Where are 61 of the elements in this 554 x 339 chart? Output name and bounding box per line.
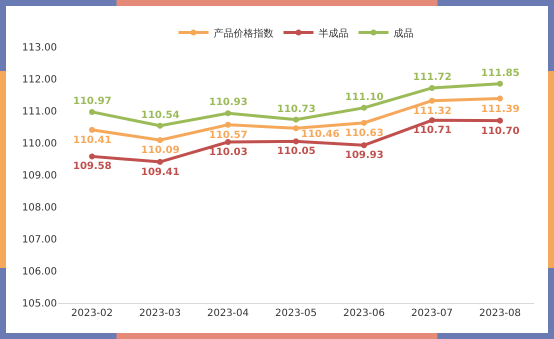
data-label: 109.58 <box>73 161 112 172</box>
point <box>225 110 231 116</box>
data-label: 111.72 <box>413 72 452 83</box>
data-label: 111.10 <box>345 92 384 103</box>
data-label: 110.03 <box>209 147 248 158</box>
y-tick-label: 112.00 <box>22 74 57 86</box>
point <box>89 153 95 160</box>
data-label: 110.73 <box>277 104 316 115</box>
point <box>429 98 435 104</box>
point <box>361 104 367 111</box>
x-tick-label: 2023-02 <box>71 308 113 319</box>
point <box>157 122 163 129</box>
point <box>361 120 367 126</box>
data-label: 111.32 <box>413 106 452 117</box>
point <box>157 158 163 165</box>
point <box>225 139 231 146</box>
data-label: 111.85 <box>481 68 520 79</box>
data-label: 110.46 <box>301 129 340 140</box>
data-label: 109.93 <box>345 150 384 161</box>
y-tick-label: 113.00 <box>22 42 57 54</box>
point <box>89 108 95 115</box>
point <box>293 138 299 144</box>
legend-label: 产品价格指数 <box>214 27 274 40</box>
data-label: 110.57 <box>209 130 248 141</box>
data-label: 110.63 <box>345 128 384 139</box>
point <box>429 117 435 124</box>
point <box>293 125 299 132</box>
point <box>497 80 503 87</box>
data-label: 110.09 <box>141 145 180 156</box>
y-tick-label: 109.00 <box>22 170 57 182</box>
x-tick-label: 2023-06 <box>343 308 385 319</box>
data-label: 110.54 <box>141 110 180 121</box>
data-label: 110.70 <box>481 126 520 137</box>
y-tick-label: 105.00 <box>22 298 57 310</box>
data-label: 111.39 <box>481 104 520 115</box>
y-tick-label: 106.00 <box>22 266 57 278</box>
data-label: 110.71 <box>413 125 452 136</box>
x-tick-label: 2023-03 <box>139 308 181 319</box>
point <box>361 142 367 148</box>
point <box>89 126 95 133</box>
y-tick-label: 108.00 <box>22 202 57 214</box>
x-tick-label: 2023-04 <box>207 308 249 319</box>
y-tick-label: 111.00 <box>22 106 57 118</box>
x-tick-label: 2023-05 <box>275 308 317 319</box>
point <box>497 96 503 102</box>
y-tick-label: 107.00 <box>22 234 57 246</box>
data-label: 110.97 <box>73 96 112 107</box>
data-label: 110.41 <box>73 135 112 146</box>
x-tick-label: 2023-08 <box>479 308 521 319</box>
data-label: 110.93 <box>209 97 248 108</box>
point <box>225 122 231 128</box>
x-tick-label: 2023-07 <box>411 308 453 319</box>
data-label: 110.05 <box>277 146 316 157</box>
point <box>157 137 163 144</box>
y-tick-label: 110.00 <box>22 138 57 150</box>
legend-label: 半成品 <box>318 27 348 40</box>
point <box>293 116 299 123</box>
legend-label: 成品 <box>394 27 414 40</box>
point <box>497 118 503 124</box>
point <box>429 84 435 91</box>
data-label: 109.41 <box>141 167 180 178</box>
